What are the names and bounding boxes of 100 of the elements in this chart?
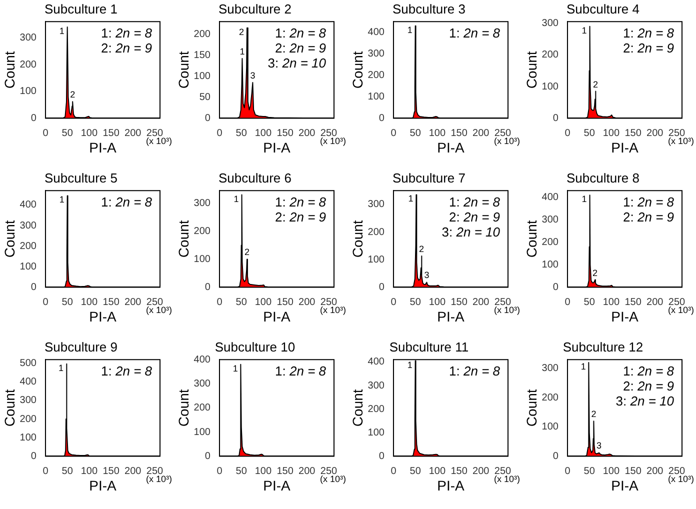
x-tick-label: 200: [298, 296, 316, 308]
y-tick-label: 0: [378, 282, 385, 293]
x-tick-label: 0: [42, 128, 49, 139]
y-tick-label: 100: [542, 422, 559, 433]
text: (x 10³): [146, 474, 172, 484]
y-tick-label: 100: [368, 254, 385, 266]
annotation: 1: [582, 25, 587, 36]
annotation: 2: 2n = 9: [623, 210, 674, 225]
x-tick-label: 250: [146, 466, 164, 477]
x-tick-label: 50: [236, 128, 248, 139]
x-axis-title: PI-A: [611, 139, 640, 156]
annotation: 1: [407, 360, 412, 370]
annotation: 2: 2n = 9: [623, 40, 674, 56]
text: (x 10³): [494, 136, 520, 146]
x-tick-label: 250: [320, 128, 338, 139]
x-tick-label: 0: [390, 296, 397, 308]
x-tick-label: 50: [236, 466, 248, 477]
y-tick-label: 200: [194, 28, 211, 40]
chart-title: Subculture 8: [566, 170, 640, 186]
annotation: 1: [582, 194, 587, 204]
x-tick-label: 250: [668, 128, 686, 139]
x-tick-label: 200: [124, 296, 142, 308]
x-tick-label: 150: [624, 128, 642, 139]
y-tick-label: 400: [542, 192, 559, 204]
x-tick-label: 200: [124, 128, 142, 139]
y-tick-label: 100: [368, 91, 385, 102]
y-tick-label: 200: [20, 414, 37, 425]
y-axis-title: Count: [1, 51, 18, 89]
x-tick-label: 50: [410, 296, 422, 308]
annotation: 3: [250, 70, 256, 80]
y-tick-label: 200: [368, 70, 385, 82]
text: (x 10³): [494, 474, 520, 484]
x-tick-label: 0: [564, 296, 571, 308]
annotation: 1: 2n = 8: [101, 26, 153, 41]
y-axis-title: Count: [175, 389, 192, 427]
annotation: 1: 2n = 8: [623, 26, 675, 41]
x-tick-label: 200: [472, 296, 490, 308]
annotation: 1: [58, 362, 64, 373]
x-axis-title: PI-A: [89, 308, 118, 324]
y-tick-label: 0: [30, 112, 37, 124]
x-tick-label: 150: [624, 296, 642, 308]
annotation: 2: 2n = 9: [275, 210, 326, 225]
x-tick-label: 0: [390, 128, 397, 139]
x-axis-title: PI-A: [437, 308, 466, 324]
annotation: 1: 2n = 8: [275, 26, 327, 41]
text: (x 10³): [146, 305, 172, 316]
annotation: 1: [59, 194, 64, 205]
x-tick-label: 200: [646, 128, 664, 139]
y-tick-label: 0: [30, 282, 37, 293]
y-tick-label: 0: [30, 450, 37, 462]
x-tick-label: 100: [428, 296, 446, 308]
y-tick-label: 0: [378, 450, 385, 462]
annotation: 2: [244, 247, 250, 258]
x-tick-label: 50: [62, 296, 74, 308]
x-axis-title: PI-A: [263, 477, 292, 494]
x-tick-label: 100: [428, 466, 446, 477]
annotation: 2: 2n = 9: [101, 40, 152, 56]
y-tick-label: 150: [194, 50, 211, 61]
text: (x 10³): [320, 474, 346, 484]
annotation: 2: 2n = 9: [623, 378, 674, 394]
y-tick-label: 400: [194, 354, 211, 366]
y-tick-label: 300: [542, 18, 559, 29]
x-tick-label: 100: [80, 466, 98, 477]
annotation: 2: [418, 244, 424, 254]
x-tick-label: 150: [450, 296, 468, 308]
y-tick-label: 400: [368, 27, 385, 38]
annotation: 1: [580, 362, 586, 372]
x-tick-label: 100: [428, 128, 446, 139]
x-tick-label: 200: [646, 466, 664, 477]
annotation: 2: 2n = 9: [449, 210, 500, 225]
x-tick-label: 250: [494, 296, 512, 308]
text: (x 10³): [668, 474, 694, 484]
y-axis-title: Count: [523, 389, 540, 427]
chart-title: Subculture 5: [44, 170, 118, 186]
y-tick-label: 300: [20, 395, 37, 406]
y-tick-label: 0: [204, 112, 211, 124]
x-axis-title: PI-A: [89, 139, 118, 156]
x-tick-label: 250: [320, 296, 338, 308]
y-tick-label: 300: [542, 363, 559, 374]
chart-title: Subculture 11: [389, 339, 469, 354]
x-tick-label: 200: [472, 128, 490, 139]
chart-title: Subculture 12: [562, 339, 644, 354]
annotation: 1: 2n = 8: [449, 26, 501, 41]
x-tick-label: 50: [584, 466, 596, 477]
y-tick-label: 50: [199, 92, 211, 103]
x-axis-title: PI-A: [611, 308, 640, 324]
annotation: 2: [239, 26, 244, 37]
y-tick-label: 400: [20, 200, 37, 211]
x-tick-label: 200: [646, 296, 664, 308]
chart-title: Subculture 1: [44, 1, 118, 16]
x-tick-label: 100: [254, 128, 272, 139]
annotation: 3: 2n = 10: [616, 394, 675, 409]
x-tick-label: 100: [80, 296, 98, 308]
x-tick-label: 50: [584, 128, 596, 139]
y-tick-label: 0: [552, 450, 559, 462]
annotation: 1: 2n = 8: [101, 194, 153, 210]
chart-title: Subculture 9: [44, 339, 118, 354]
x-tick-label: 200: [298, 128, 316, 139]
x-tick-label: 0: [216, 466, 223, 477]
y-axis-title: Count: [1, 389, 18, 427]
